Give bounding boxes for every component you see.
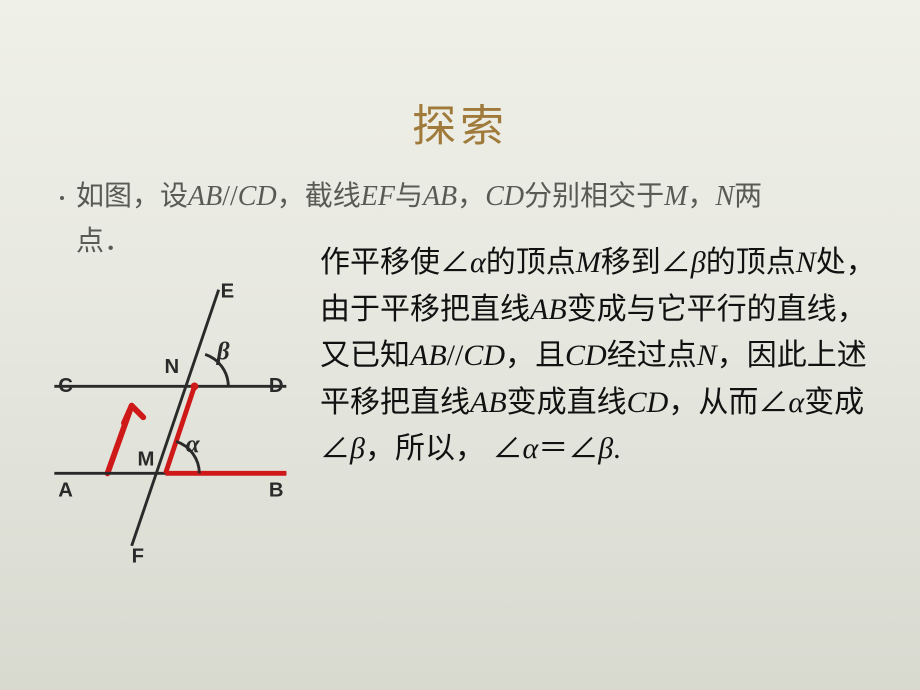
proof-text: 作平移使∠α的顶点M移到∠β的顶点N处，由于平移把直线AB变成与它平行的直线，又…: [320, 240, 895, 473]
label-N: N: [165, 356, 180, 378]
label-E: E: [221, 280, 235, 302]
label-B: B: [269, 480, 284, 502]
label-C: C: [58, 375, 73, 397]
point-N-dot: [191, 382, 199, 390]
label-beta: β: [216, 338, 230, 365]
label-D: D: [269, 375, 284, 397]
slide-title: 探索: [0, 90, 920, 154]
label-F: F: [132, 545, 144, 567]
intro-bullet: [60, 196, 64, 200]
label-A: A: [58, 480, 73, 502]
label-alpha: α: [186, 431, 201, 458]
translate-arrow-head: [124, 406, 143, 423]
geometry-diagram: A B C D E F M N α β: [50, 280, 310, 570]
label-M: M: [137, 449, 154, 471]
